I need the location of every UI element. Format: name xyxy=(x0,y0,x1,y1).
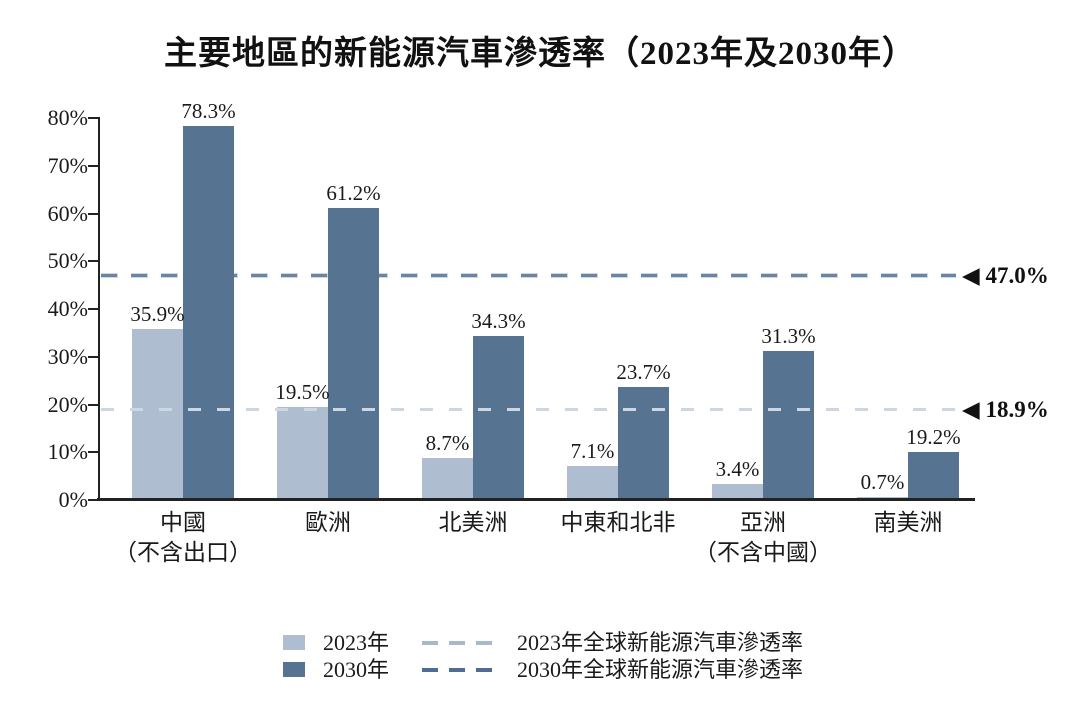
x-label-asia-ex-china-line1: 亞洲 xyxy=(740,510,786,535)
y-tick-label-50: 50% xyxy=(47,248,88,274)
y-tick-mark-70 xyxy=(88,164,100,167)
x-label-europe: 歐洲 xyxy=(243,508,413,538)
bar-2023-middle-east-north-africa xyxy=(567,466,618,500)
value-label-2030-asia-ex-china: 31.3% xyxy=(761,323,816,348)
value-label-2023-north-america: 8.7% xyxy=(425,431,470,456)
legend-dash-2023-global xyxy=(422,640,492,645)
ref-annotation-18-9: ◀ 18.9% xyxy=(962,396,1049,422)
ref-line-core-47 xyxy=(101,274,956,278)
value-label-2030-europe: 61.2% xyxy=(326,180,381,205)
y-tick-mark-80 xyxy=(88,117,100,119)
y-tick-mark-0 xyxy=(88,499,100,501)
x-label-north-america-line1: 北美洲 xyxy=(438,510,508,535)
y-tick-mark-20 xyxy=(88,403,100,406)
legend: 2023年 2023年全球新能源汽車滲透率 2030年 2030年全球新能源汽車滲透率 xyxy=(283,629,883,689)
x-axis-line xyxy=(97,498,975,501)
y-tick-label-20: 20% xyxy=(47,391,88,417)
y-tick-label-30: 30% xyxy=(47,343,88,369)
y-tick-label-80: 80% xyxy=(47,105,88,130)
y-tick-mark-30 xyxy=(88,355,100,358)
legend-line-label-2023-global: 2023年全球新能源汽車滲透率 xyxy=(517,630,804,655)
y-tick-mark-40 xyxy=(88,308,100,310)
x-label-middle-east-north-africa-line1: 中東和北非 xyxy=(560,510,676,535)
y-tick-mark-60 xyxy=(88,212,100,215)
value-label-2023-china: 35.9% xyxy=(130,301,185,326)
y-tick-label-10: 10% xyxy=(47,439,88,465)
y-axis-line xyxy=(98,117,100,500)
y-tick-mark-50 xyxy=(88,260,100,263)
value-label-2030-south-america: 19.2% xyxy=(906,424,961,449)
x-label-middle-east-north-africa: 中東和北非 xyxy=(533,508,703,538)
bar-2030-asia-ex-china xyxy=(763,350,814,500)
y-tick-label-0: 0% xyxy=(58,487,88,512)
ref-annotation-47: ◀ 47.0% xyxy=(962,262,1049,288)
bar-2030-north-america xyxy=(473,336,524,500)
legend-dash-2030-global xyxy=(422,667,492,672)
chart-title: 主要地區的新能源汽車滲透率（2023年及2030年） xyxy=(164,36,916,72)
value-label-2023-south-america: 0.7% xyxy=(860,469,905,494)
value-label-2030-north-america: 34.3% xyxy=(471,309,526,334)
y-tick-label-60: 60% xyxy=(47,200,88,226)
x-label-south-america-line1: 南美洲 xyxy=(873,510,943,535)
value-label-2023-europe: 19.5% xyxy=(275,379,330,404)
x-label-north-america: 北美洲 xyxy=(388,508,558,538)
y-tick-mark-10 xyxy=(88,451,100,454)
x-label-europe-line1: 歐洲 xyxy=(305,510,351,535)
legend-label-2023: 2023年 xyxy=(323,630,390,655)
y-tick-label-70: 70% xyxy=(47,152,88,178)
value-label-2030-middle-east-north-africa: 23.7% xyxy=(616,359,671,384)
bar-2030-south-america xyxy=(908,451,959,500)
value-label-2030-china: 78.3% xyxy=(181,99,236,124)
y-tick-label-40: 40% xyxy=(47,296,88,321)
x-label-china-line1: 中國 xyxy=(160,510,206,535)
legend-line-label-2030-global: 2030年全球新能源汽車滲透率 xyxy=(517,657,804,682)
bar-2030-middle-east-north-africa xyxy=(618,386,669,500)
legend-swatch-2030 xyxy=(283,662,305,677)
bar-2030-europe xyxy=(328,207,379,500)
bar-2023-europe xyxy=(277,406,328,500)
x-label-south-america: 南美洲 xyxy=(823,508,993,538)
ref-line-47 xyxy=(101,273,956,279)
value-label-2023-middle-east-north-africa: 7.1% xyxy=(570,439,615,464)
legend-label-2030: 2030年 xyxy=(323,657,390,682)
ref-line-18-9 xyxy=(101,408,956,412)
x-label-china-line2: （不含出口） xyxy=(114,540,252,565)
bar-2023-asia-ex-china xyxy=(712,483,763,500)
bar-2023-north-america xyxy=(422,458,473,500)
legend-swatch-2023 xyxy=(283,635,305,650)
value-label-2023-asia-ex-china: 3.4% xyxy=(715,456,760,481)
x-label-china: 中國 （不含出口） xyxy=(98,508,268,568)
x-label-asia-ex-china-line2: （不含中國） xyxy=(694,540,832,565)
bar-2023-china xyxy=(132,328,183,500)
x-label-asia-ex-china: 亞洲 （不含中國） xyxy=(678,508,848,568)
bar-2030-china xyxy=(183,126,234,500)
